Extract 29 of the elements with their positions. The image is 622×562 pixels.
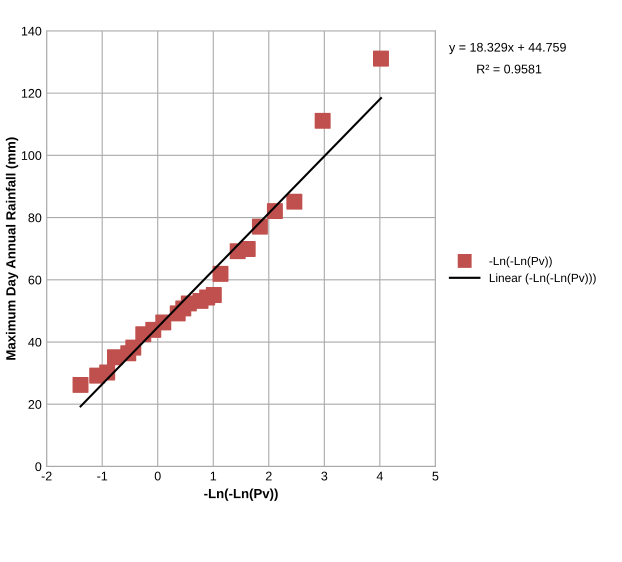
point: [212, 266, 228, 282]
legend-label: -Ln(-Ln(Pv)): [489, 256, 552, 268]
legend-label: Linear (-Ln(-Ln(Pv))): [490, 273, 596, 284]
point: [314, 112, 331, 129]
y-tick-label: 0: [35, 462, 42, 472]
point: [240, 241, 256, 257]
x-tick-label: 2: [266, 472, 272, 480]
y-tick-label: 140: [22, 26, 42, 36]
x-tick-label: -2: [42, 472, 52, 480]
x-tick-label: 5: [432, 472, 438, 481]
text: y = 18.329x + 44.759: [449, 42, 566, 54]
y-tick-label: 80: [28, 213, 42, 222]
point: [286, 194, 302, 210]
point: [372, 50, 389, 67]
text: R² = 0.9581: [477, 64, 542, 74]
y-tick-label: 120: [22, 88, 42, 98]
y-tick-label: 40: [28, 338, 42, 347]
x-tick-label: 3: [321, 472, 328, 481]
x-tick-label: 0: [154, 472, 161, 481]
x-tick-label: 1: [210, 472, 216, 480]
x-tick-label: 4: [376, 472, 383, 480]
point: [72, 376, 89, 393]
y-axis-title: Maximum Day Annual Rainfall (mm): [6, 137, 18, 360]
y-tick-label: 60: [28, 276, 42, 284]
x-axis-title: -Ln(-Ln(Pv)): [204, 488, 278, 501]
x-tick-label: -1: [97, 472, 108, 480]
point: [206, 287, 222, 304]
y-tick-label: 100: [22, 151, 42, 160]
y-tick-label: 20: [28, 400, 42, 409]
